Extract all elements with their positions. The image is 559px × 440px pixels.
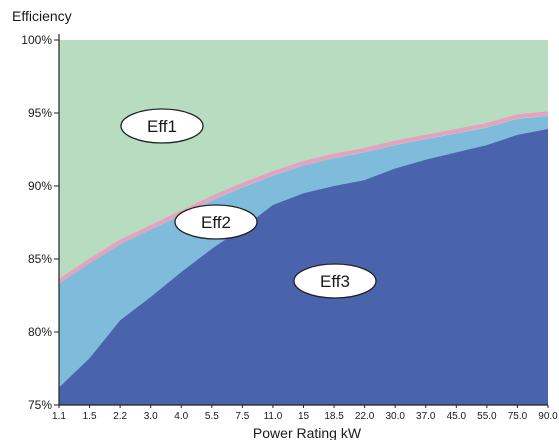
band-label-eff3: Eff3 — [293, 263, 377, 299]
x-tick-label: 5.5 — [205, 411, 219, 422]
band-label-ellipse — [293, 263, 377, 299]
y-tick-label: 85% — [28, 252, 52, 266]
band-label-ellipse — [174, 204, 258, 240]
x-tick-label: 3.0 — [144, 411, 158, 422]
x-tick-label: 45.0 — [447, 411, 467, 422]
y-tick-label: 90% — [28, 179, 52, 193]
band-areas — [59, 40, 548, 406]
y-axis-title: Efficiency — [12, 8, 72, 24]
band-label-eff1: Eff1 — [120, 108, 204, 144]
x-tick-label: 30.0 — [385, 411, 405, 422]
band-label-ellipse — [120, 108, 204, 144]
x-tick-label: 55.0 — [477, 411, 497, 422]
x-tick-labels: 1.1 1.5 2.2 3.0 4.0 5.5 7.5 11.0 15 18.5 22.0 30.0 3… — [52, 411, 558, 422]
band-label-text: Eff2 — [201, 213, 231, 232]
eff1-eff2-boundary-line — [57, 111, 549, 283]
x-tick-label: 90.0 — [538, 411, 558, 422]
x-tick-label: 1.1 — [52, 411, 66, 422]
band-boundaries — [57, 111, 549, 283]
x-tick-label: 2.2 — [113, 411, 127, 422]
area-eff3 — [59, 129, 548, 405]
x-tick-label: 11.0 — [264, 411, 283, 422]
x-tick-label: 75.0 — [508, 411, 528, 422]
x-tick-label: 18.5 — [324, 411, 344, 422]
x-tick-label: 15 — [298, 411, 310, 422]
band-label-eff2: Eff2 — [174, 204, 258, 240]
y-tick-label: 80% — [28, 325, 52, 339]
band-labels: Eff3 Eff2 Eff1 — [120, 108, 377, 299]
band-label-text: Eff3 — [320, 272, 350, 291]
y-tick-labels: 75% 80% 85% 90% 95% 100% — [21, 33, 52, 412]
y-tick-label: 75% — [28, 398, 52, 412]
x-tick-label: 1.5 — [83, 411, 97, 422]
y-tick-label: 100% — [21, 33, 52, 47]
x-tick-label: 4.0 — [174, 411, 188, 422]
x-tick-label: 7.5 — [235, 411, 249, 422]
x-tick-label: 22.0 — [355, 411, 375, 422]
x-tick-label: 37.0 — [416, 411, 436, 422]
band-label-text: Eff1 — [147, 117, 177, 136]
axes — [54, 34, 549, 408]
x-axis-title: Power Rating kW — [253, 425, 362, 440]
y-tick-label: 95% — [28, 106, 52, 120]
